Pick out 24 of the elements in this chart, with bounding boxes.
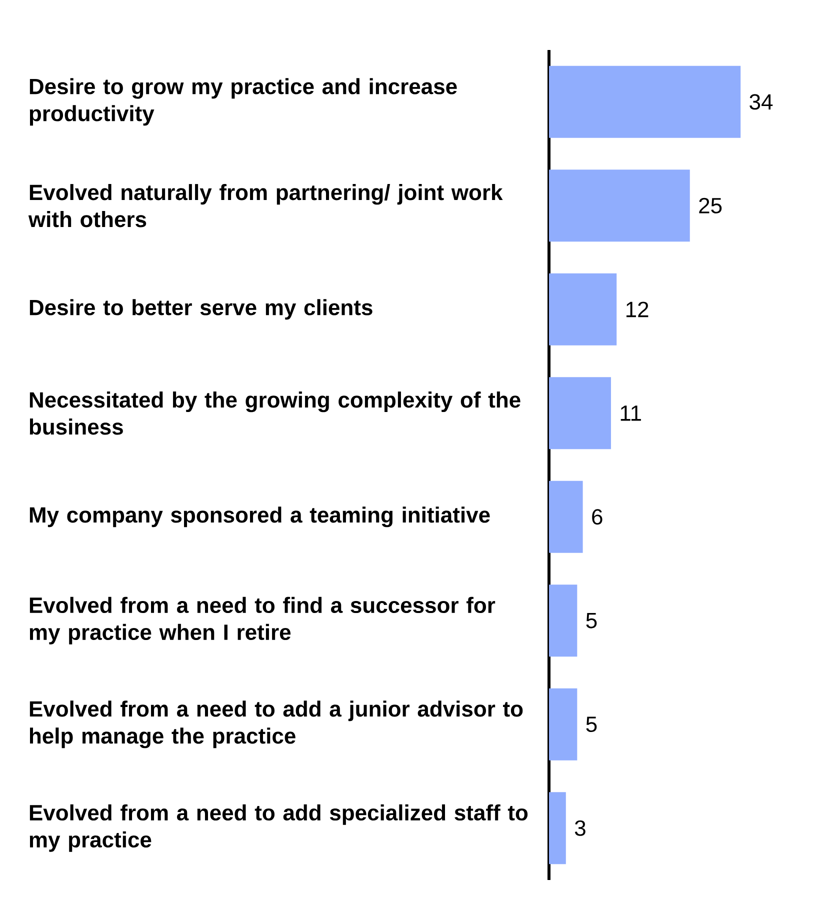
y-tick-label: Desire to better serve my clients <box>30 299 372 320</box>
bar <box>548 377 611 450</box>
data-label: 3 <box>574 820 586 836</box>
y-tick-label: My company sponsored a teaming initiative <box>30 506 490 528</box>
bar <box>548 170 690 242</box>
data-label: 6 <box>592 509 602 525</box>
data-label: 5 <box>586 612 597 628</box>
bar <box>548 66 741 138</box>
data-label: 5 <box>586 716 597 732</box>
data-label: 12 <box>626 302 648 318</box>
data-label: 34 <box>750 94 773 110</box>
bar <box>548 584 578 657</box>
y-tick-label: Necessitated by the growing complexity of the business <box>30 392 520 435</box>
bar <box>548 273 617 346</box>
y-tick-label: Evolved from a need to add specialized staff to my practice <box>30 804 528 852</box>
data-label: 25 <box>699 198 722 214</box>
y-tick-label: Evolved from a need to add a junior advisor to help manage the practice <box>30 700 523 748</box>
y-tick-label: Desire to grow my practice and increase productivity <box>30 78 457 126</box>
bar <box>548 792 566 864</box>
bar <box>548 688 578 760</box>
data-label: 11 <box>620 406 641 421</box>
y-tick-label: Evolved naturally from partnering/ joint work with others <box>28 184 503 228</box>
bar <box>548 480 583 553</box>
y-tick-label: Evolved from a need to find a successor for my practice when I retire <box>30 596 496 644</box>
